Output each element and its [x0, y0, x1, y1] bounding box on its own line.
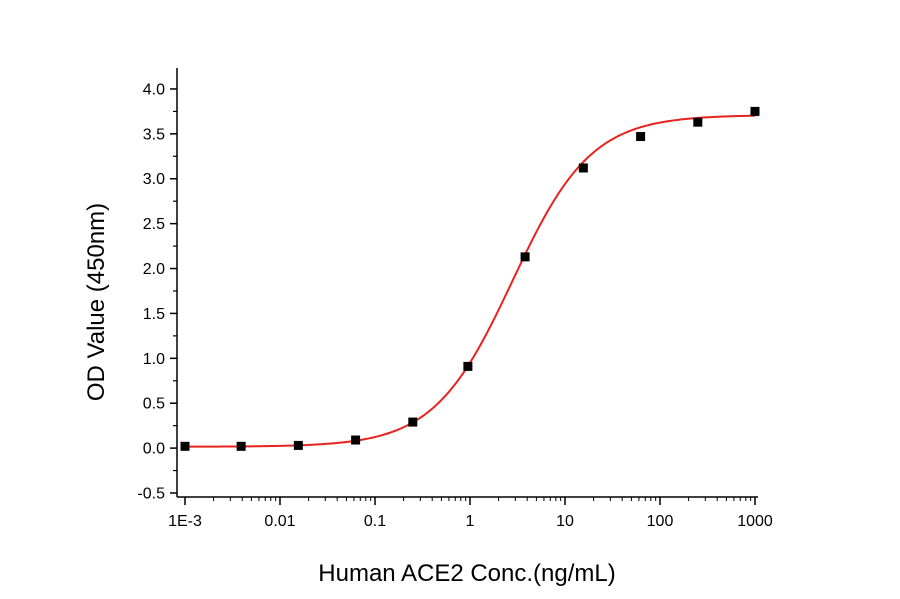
data-point: [351, 435, 361, 445]
y-tick-label: 0.0: [143, 441, 165, 458]
data-point: [463, 361, 473, 371]
y-tick-label: 3.0: [143, 171, 165, 188]
y-tick-label: 0.5: [143, 396, 165, 413]
x-tick-label: 1E-3: [168, 513, 202, 530]
data-point: [636, 132, 646, 142]
data-point: [293, 440, 303, 450]
x-tick-label: 100: [647, 513, 674, 530]
data-point: [750, 106, 760, 116]
x-tick-label: 0.01: [264, 513, 295, 530]
x-tick-label: 0.1: [364, 513, 386, 530]
y-tick-label: 2.5: [143, 216, 165, 233]
data-point: [236, 441, 246, 451]
data-points: [180, 106, 760, 451]
data-point: [578, 163, 588, 173]
x-tick-label: 1000: [737, 513, 773, 530]
fit-curve: [185, 114, 756, 448]
y-tick-label: 1.0: [143, 351, 165, 368]
y-axis-title: OD Value (450nm): [83, 203, 110, 401]
fit-curve-layer: [185, 114, 756, 448]
x-axis-title: Human ACE2 Conc.(ng/mL): [318, 560, 615, 587]
x-tick-label: 10: [556, 513, 574, 530]
y-tick-label: 2.0: [143, 261, 165, 278]
y-tick-label: 4.0: [143, 81, 165, 98]
x-tick-label: 1: [466, 513, 475, 530]
data-point: [693, 117, 703, 127]
data-point: [520, 252, 530, 262]
y-tick-label: 3.5: [143, 126, 165, 143]
y-tick-label: 1.5: [143, 306, 165, 323]
data-point: [408, 417, 418, 427]
y-tick-label: -0.5: [137, 486, 165, 503]
data-point: [180, 441, 190, 451]
ticks: -0.5 0.0 0.5 1.0 1.5 2.0 2.5 3.0 3.5 4.0 1E-3 0.01 0…: [137, 81, 772, 530]
axes: [176, 68, 758, 498]
